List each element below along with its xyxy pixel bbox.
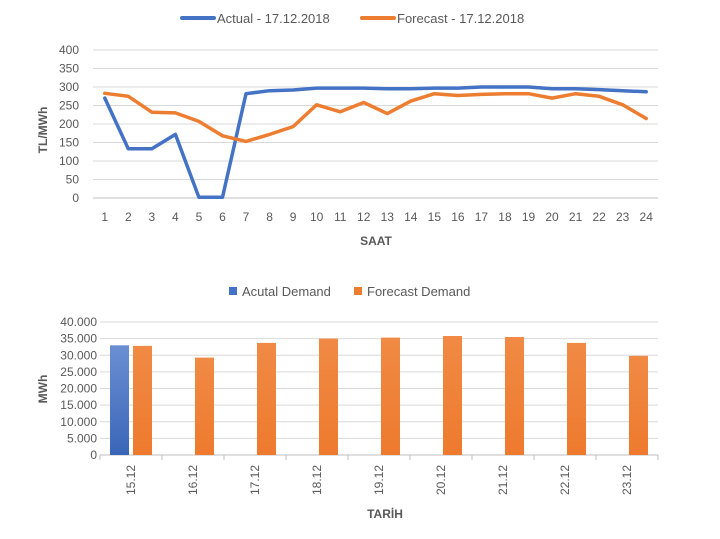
x-tick-label: 23 <box>616 210 630 224</box>
x-tick-label: 16.12 <box>186 465 200 495</box>
y-tick-label: 0 <box>72 191 79 205</box>
y-tick-label: 15.000 <box>60 398 97 412</box>
bar-acutal-demand-15-12 <box>110 345 129 455</box>
y-tick-labels: 0 50 100 150 200 250 300 350 400 <box>59 43 79 205</box>
legend: Acutal Demand Forecast Demand <box>229 284 470 299</box>
legend-label: Actual - 17.12.2018 <box>217 11 330 26</box>
y-tick-label: 20.000 <box>60 382 97 396</box>
x-tick-label: 21.12 <box>496 465 510 495</box>
x-tick-label: 24 <box>640 210 654 224</box>
x-tick-label: 22 <box>592 210 606 224</box>
x-tick-label: 21 <box>569 210 583 224</box>
y-tick-label: 300 <box>59 80 79 94</box>
y-tick-label: 35.000 <box>60 332 97 346</box>
legend-label: Forecast Demand <box>367 284 470 299</box>
x-tick-label: 20.12 <box>434 465 448 495</box>
x-tick-label: 3 <box>149 210 156 224</box>
y-tick-label: 5.000 <box>67 431 97 445</box>
series-line-actual-17-12-2018 <box>103 85 648 200</box>
bar-forecast-demand-20-12 <box>443 336 462 455</box>
x-tick-label: 17.12 <box>248 465 262 495</box>
legend-swatch <box>354 287 362 295</box>
x-tick-label: 22.12 <box>558 465 572 495</box>
legend-label: Forecast - 17.12.2018 <box>397 11 524 26</box>
x-tick-label: 20 <box>545 210 559 224</box>
x-tick-label: 16 <box>451 210 465 224</box>
y-tick-label: 100 <box>59 154 79 168</box>
y-tick-label: 10.000 <box>60 415 97 429</box>
x-tick-label: 12 <box>357 210 371 224</box>
x-axis-label: SAAT <box>360 234 392 248</box>
bar-forecast-demand-22-12 <box>567 342 586 455</box>
y-tick-label: 250 <box>59 99 79 113</box>
bar-forecast-demand-15-12 <box>133 345 152 455</box>
y-tick-label: 150 <box>59 136 79 150</box>
legend: Actual - 17.12.2018 Forecast - 17.12.2018 <box>180 11 524 26</box>
bar-forecast-demand-18-12 <box>319 338 338 455</box>
y-tick-label: 0 <box>90 448 97 462</box>
y-tick-label: 400 <box>59 43 79 57</box>
x-tick-label: 15.12 <box>124 465 138 495</box>
series-lines <box>103 85 648 200</box>
bar-forecast-demand-21-12 <box>505 337 524 455</box>
bar-forecast-demand-23-12 <box>629 355 648 455</box>
y-axis-label: TL/MWh <box>36 107 50 154</box>
bar-forecast-demand-19-12 <box>381 337 400 455</box>
x-tick-label: 13 <box>381 210 395 224</box>
x-axis-label: TARİH <box>367 506 403 521</box>
series-line-forecast-17-12-2018 <box>103 91 648 144</box>
legend-label: Acutal Demand <box>242 284 331 299</box>
y-axis-label: MWh <box>36 375 50 404</box>
y-tick-labels: 0 5.000 10.000 15.000 20.000 25.000 30.000 35.0… <box>60 315 97 462</box>
bars <box>110 336 648 455</box>
x-tick-label: 14 <box>404 210 418 224</box>
x-tick-label: 6 <box>219 210 226 224</box>
x-tick-label: 5 <box>196 210 203 224</box>
x-tick-label: 11 <box>334 210 347 224</box>
x-tick-label: 1 <box>101 210 108 224</box>
x-tick-labels: 15.12 16.12 17.12 18.12 19.12 20.12 21.12 22.12… <box>124 465 634 495</box>
daily-demand-bar-chart: Acutal Demand Forecast Demand 0 5.000 10.00… <box>36 284 659 521</box>
y-tick-label: 30.000 <box>60 348 97 362</box>
x-tick-label: 15 <box>428 210 442 224</box>
y-tick-label: 25.000 <box>60 365 97 379</box>
bar-forecast-demand-17-12 <box>257 342 276 455</box>
y-tick-label: 50 <box>66 173 80 187</box>
x-tick-labels: 1 2 3 4 5 6 7 8 9 10 11 12 13 14 15 16 17 18 19 20 21 22 23 24 <box>101 210 653 224</box>
x-tick-label: 18 <box>498 210 512 224</box>
legend-swatch <box>229 287 237 295</box>
hourly-price-line-chart: Actual - 17.12.2018 Forecast - 17.12.2018… <box>36 11 658 248</box>
x-tick-label: 8 <box>266 210 273 224</box>
y-tick-label: 40.000 <box>60 315 97 329</box>
x-tick-label: 2 <box>125 210 132 224</box>
x-tick-label: 4 <box>172 210 179 224</box>
gridlines <box>99 321 659 460</box>
x-tick-label: 23.12 <box>620 465 634 495</box>
gridlines <box>93 49 658 199</box>
x-tick-label: 10 <box>310 210 324 224</box>
x-tick-label: 19.12 <box>372 465 386 495</box>
y-tick-label: 200 <box>59 117 79 131</box>
x-tick-label: 9 <box>290 210 297 224</box>
x-tick-label: 7 <box>243 210 250 224</box>
x-tick-label: 17 <box>475 210 489 224</box>
x-tick-label: 18.12 <box>310 465 324 495</box>
x-tick-label: 19 <box>522 210 536 224</box>
y-tick-label: 350 <box>59 62 79 76</box>
bar-forecast-demand-16-12 <box>195 357 214 455</box>
